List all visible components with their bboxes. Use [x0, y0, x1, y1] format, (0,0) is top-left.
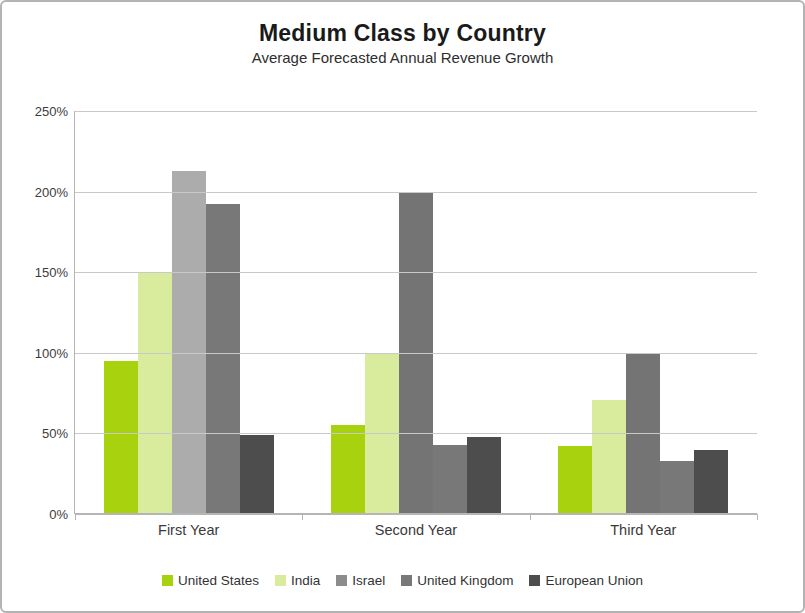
- bar-united-kingdom: [660, 461, 694, 514]
- bar-united-states: [331, 425, 365, 514]
- chart-legend: United States India Israel United Kingdom Eu…: [2, 573, 803, 588]
- x-axis-tick: [302, 514, 303, 520]
- bar-european-union: [694, 450, 728, 514]
- legend-item-israel: Israel: [336, 573, 385, 588]
- gridline: [75, 272, 757, 273]
- y-axis-tick-label: 0%: [49, 507, 68, 522]
- y-axis-tick-label: 150%: [35, 265, 68, 280]
- x-axis-labels: First YearSecond YearThird Year: [75, 522, 757, 538]
- gridline: [75, 353, 757, 354]
- bar-united-states: [104, 361, 138, 514]
- legend-label: European Union: [545, 573, 643, 588]
- legend-item-european-union: European Union: [529, 573, 643, 588]
- chart-card: Medium Class by Country Average Forecast…: [0, 0, 805, 613]
- x-axis-category-label: First Year: [75, 522, 302, 538]
- legend-label: India: [291, 573, 320, 588]
- bar-united-kingdom: [206, 204, 240, 514]
- legend-item-united-states: United States: [162, 573, 259, 588]
- bar-india: [592, 400, 626, 514]
- y-axis-tick-label: 250%: [35, 104, 68, 119]
- gridline: [75, 433, 757, 434]
- plot-area: [75, 111, 757, 514]
- x-axis-tick: [757, 514, 758, 520]
- bar-israel: [172, 171, 206, 514]
- bar-group-third-year: [530, 111, 757, 514]
- x-axis-line: [75, 513, 757, 515]
- gridline: [75, 192, 757, 193]
- bar-european-union: [240, 435, 274, 514]
- chart-subtitle: Average Forecasted Annual Revenue Growth: [2, 49, 803, 66]
- gridline: [75, 111, 757, 112]
- legend-swatch: [336, 575, 347, 586]
- bar-group-first-year: [75, 111, 302, 514]
- x-axis-tick: [530, 514, 531, 520]
- y-axis-tick-label: 50%: [42, 426, 68, 441]
- bar-united-states: [558, 446, 592, 514]
- bar-united-kingdom: [433, 445, 467, 514]
- bar-group-second-year: [302, 111, 529, 514]
- y-axis-tick-label: 100%: [35, 346, 68, 361]
- x-axis-category-label: Second Year: [302, 522, 529, 538]
- legend-label: Israel: [352, 573, 385, 588]
- legend-item-united-kingdom: United Kingdom: [401, 573, 513, 588]
- x-axis-category-label: Third Year: [530, 522, 757, 538]
- bar-groups-container: [75, 111, 757, 514]
- y-axis-labels: 0%50%100%150%200%250%: [16, 111, 68, 514]
- legend-label: United States: [178, 573, 259, 588]
- bar-india: [138, 272, 172, 514]
- x-axis-tick: [75, 514, 76, 520]
- legend-label: United Kingdom: [417, 573, 513, 588]
- legend-swatch: [275, 575, 286, 586]
- legend-swatch: [162, 575, 173, 586]
- legend-swatch: [529, 575, 540, 586]
- legend-swatch: [401, 575, 412, 586]
- y-axis-tick-label: 200%: [35, 185, 68, 200]
- legend-item-india: India: [275, 573, 320, 588]
- bar-european-union: [467, 437, 501, 514]
- chart-title: Medium Class by Country: [2, 20, 803, 47]
